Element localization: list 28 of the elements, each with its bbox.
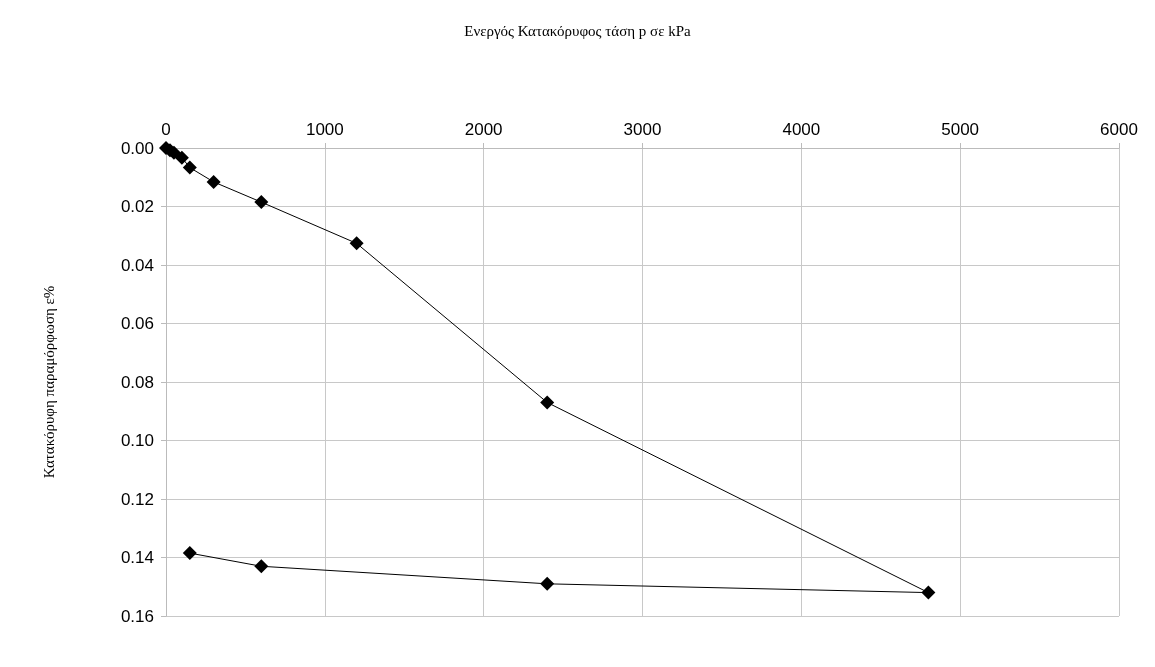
point [254,195,269,210]
point [254,559,269,574]
point [174,150,189,165]
point [206,174,221,189]
point [182,160,197,175]
x-tick-label: 0 [161,120,171,139]
y-axis-title: Κατακόρυφη παραμόρφωση ε% [40,285,57,479]
y-tick-label: 0.10 [120,431,154,450]
y-tick-label: 0.12 [120,489,154,509]
y-tick-label: 0.02 [120,197,154,216]
y-tick-label: 0.14 [120,548,154,567]
point [349,236,364,251]
point [921,585,936,600]
x-tick-label: 3000 [623,120,662,139]
x-tick-label: 6000 [1100,120,1138,139]
x-tick-label: 4000 [782,120,821,139]
x-tick-label: 5000 [941,120,980,139]
point [540,395,555,410]
x-tick-label: 1000 [305,120,344,139]
chart-title: Ενεργός Κατακόρυφος τάση p σε kPa [464,22,692,39]
y-tick-label: 0.00 [120,138,154,158]
point [182,546,197,561]
y-tick-label: 0.04 [120,255,154,275]
y-tick-label: 0.16 [120,606,154,626]
y-tick-label: 0.06 [120,314,154,333]
point [540,576,555,591]
y-tick-label: 0.08 [120,372,154,392]
x-tick-label: 2000 [464,120,503,139]
